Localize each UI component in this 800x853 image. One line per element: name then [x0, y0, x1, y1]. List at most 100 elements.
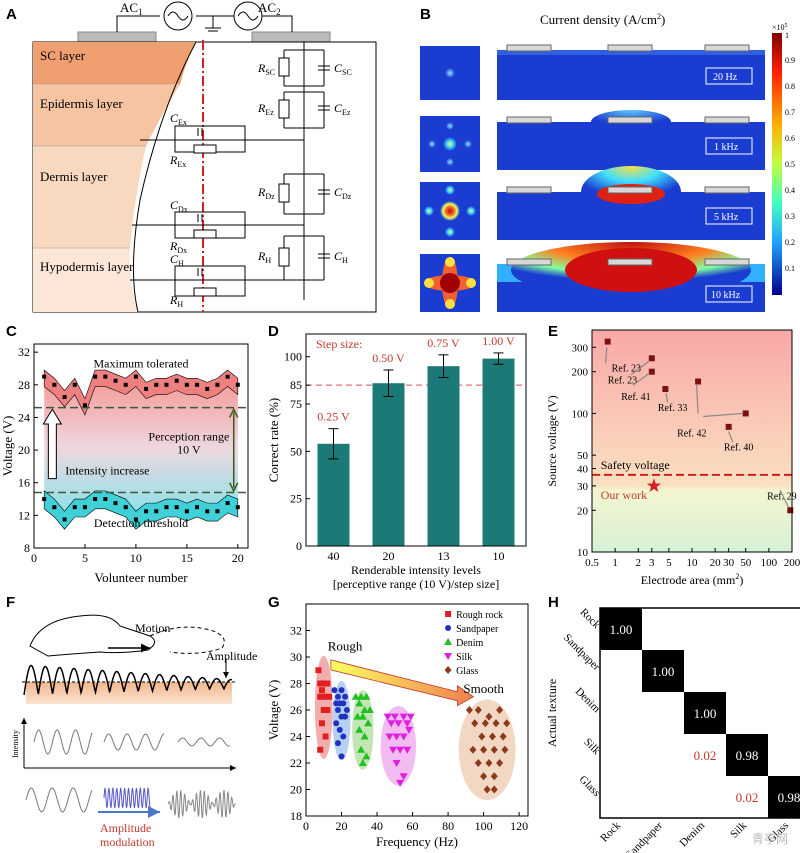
data-point: [334, 740, 341, 747]
y-axis-label: Voltage (V): [266, 680, 281, 741]
data-point: [357, 692, 366, 700]
data-point: [742, 410, 749, 417]
c-h-label: CH: [334, 249, 348, 265]
threshold-point: [62, 517, 67, 522]
threshold-point: [184, 509, 189, 514]
dermis-layer: [33, 146, 146, 248]
bar: [317, 443, 350, 546]
ladder-ez: [278, 91, 330, 129]
data-point: [340, 700, 347, 707]
matrix-cell-value: 0.02: [694, 748, 717, 763]
ref-arrow: [632, 372, 650, 386]
x-tick-label: 1: [612, 557, 618, 569]
data-point: [465, 706, 473, 714]
x-tick-label: 50: [740, 557, 752, 569]
plot-background: [592, 330, 792, 552]
bar-label: 0.75 V: [427, 336, 460, 350]
data-point: [324, 680, 331, 687]
matrix-cell: [684, 692, 726, 734]
data-point: [403, 720, 412, 728]
panel-b-simulation: Current density (A/cm2) 20 Hz 1 kHz 5 kH…: [420, 12, 795, 312]
annotation-smooth: Smooth: [463, 681, 504, 696]
data-point: [320, 707, 327, 713]
freq-5khz-label: 5 kHz: [714, 212, 739, 223]
ac2-label: AC2: [258, 0, 281, 17]
chart-title: Step size:: [316, 337, 362, 351]
x-tick-label: 20: [336, 819, 348, 833]
annotation-range: Perception range: [148, 429, 229, 443]
motion-label: Motion: [135, 621, 170, 635]
data-point: [317, 746, 324, 753]
column-label: Sandpaper: [624, 819, 666, 853]
y-tick-label: 25: [290, 492, 302, 506]
data-point: [604, 338, 611, 345]
y-tick-label: 26: [290, 703, 302, 717]
data-point: [383, 713, 392, 721]
data-point: [399, 773, 408, 781]
threshold-point: [123, 505, 128, 510]
data-point: [351, 692, 360, 700]
r-ex-label: REx: [169, 153, 186, 169]
finger-icon: [29, 614, 155, 657]
range-arrow-head: [229, 407, 239, 418]
max-point: [103, 374, 108, 379]
y-tick-label: 32: [290, 624, 302, 638]
electrode-right: [251, 31, 331, 43]
max-point: [164, 382, 169, 387]
x-tick-label: 13: [438, 549, 450, 563]
max-point: [184, 382, 189, 387]
panel-label-d: D: [268, 323, 279, 340]
matrix-cell-value: 0.02: [736, 790, 759, 805]
y-tick-label: 100: [572, 408, 589, 420]
modulation-label-1: Amplitude: [100, 821, 151, 835]
panel-c-chart: 0 5 10 15 20 8 12 16 20 24 28 32 Volunteer number Vol…: [0, 343, 249, 585]
x-tick-label: 0: [303, 819, 309, 833]
y-tick-label: 75: [290, 397, 302, 411]
cbar-tick: 0.1: [785, 264, 795, 273]
ac1-label: AC1: [120, 0, 143, 17]
x-tick-label: 40: [371, 819, 383, 833]
y-tick-label: 300: [572, 342, 589, 354]
x-tick-label: 100: [761, 557, 778, 569]
data-point: [355, 699, 364, 707]
cbar-tick: 0.6: [785, 134, 795, 143]
y-tick-label: 18: [290, 809, 302, 823]
x-tick-label: 10: [687, 557, 699, 569]
sine-medium: [103, 733, 165, 751]
c-dz-label: CDz: [334, 185, 352, 201]
data-point: [318, 720, 325, 727]
panel-a-circuit: AC1 AC2 SC layer Epidermis layer Dermis …: [32, 0, 377, 313]
threshold-point: [82, 505, 87, 510]
legend-label: Denim: [456, 638, 483, 649]
max-point: [195, 382, 200, 387]
data-point: [496, 706, 504, 714]
max-point: [215, 382, 220, 387]
data-point: [355, 725, 364, 733]
x-axis-label: Volunteer number: [94, 570, 188, 585]
data-point: [469, 745, 477, 754]
bar: [427, 366, 460, 546]
x-tick-label: 80: [442, 819, 454, 833]
data-point: [360, 706, 369, 713]
max-point: [42, 374, 47, 379]
data-point: [353, 712, 362, 720]
row-label: Denim: [573, 685, 603, 715]
data-point: [320, 680, 327, 687]
x-tick-label: 20: [232, 551, 244, 565]
data-point: [444, 638, 453, 645]
data-point: [362, 692, 371, 700]
ref-arrow: [703, 412, 743, 418]
carrier-low: [25, 787, 93, 813]
threshold-point: [133, 517, 138, 522]
threshold-point: [103, 497, 108, 502]
max-point: [72, 382, 77, 387]
data-point: [496, 759, 504, 767]
threshold-point: [42, 497, 47, 502]
branch-dx: [132, 211, 304, 239]
ref-arrow: [696, 385, 699, 414]
c-ez-label: CEz: [334, 101, 351, 117]
y-tick-label: 30: [290, 650, 302, 664]
r-dz-label: RDz: [257, 185, 275, 201]
panel-label-g: G: [268, 594, 280, 611]
x-axis-label-1: Renderable intensity levels: [351, 563, 481, 577]
